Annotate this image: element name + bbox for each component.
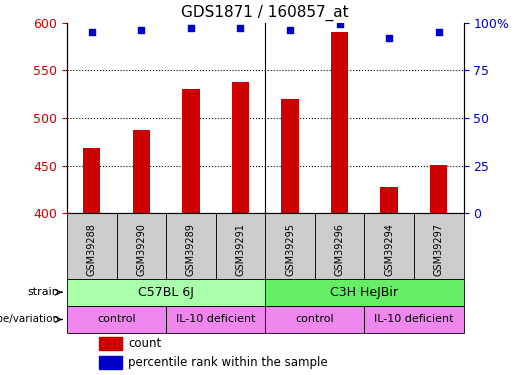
Text: strain: strain <box>27 287 59 297</box>
Text: count: count <box>128 337 162 350</box>
Bar <box>83 148 100 213</box>
Text: GSM39289: GSM39289 <box>186 223 196 276</box>
Bar <box>430 165 448 213</box>
Bar <box>133 130 150 213</box>
FancyBboxPatch shape <box>67 213 116 279</box>
Point <box>137 27 145 33</box>
Point <box>88 29 96 35</box>
Text: GSM39291: GSM39291 <box>235 223 246 276</box>
FancyBboxPatch shape <box>265 213 315 279</box>
FancyBboxPatch shape <box>315 213 365 279</box>
Text: C57BL 6J: C57BL 6J <box>138 286 194 299</box>
Bar <box>232 82 249 213</box>
Bar <box>331 32 348 213</box>
Point <box>385 35 393 41</box>
FancyBboxPatch shape <box>67 279 265 306</box>
Title: GDS1871 / 160857_at: GDS1871 / 160857_at <box>181 5 349 21</box>
Text: GSM39295: GSM39295 <box>285 223 295 276</box>
Text: control: control <box>97 315 136 324</box>
Point <box>286 27 294 33</box>
Bar <box>99 337 123 350</box>
Point <box>187 25 195 31</box>
FancyBboxPatch shape <box>365 306 464 333</box>
Text: GSM39296: GSM39296 <box>335 223 345 276</box>
Text: GSM39288: GSM39288 <box>87 223 97 276</box>
FancyBboxPatch shape <box>216 213 265 279</box>
Text: control: control <box>296 315 334 324</box>
Text: IL-10 deficient: IL-10 deficient <box>176 315 255 324</box>
Text: GSM39294: GSM39294 <box>384 223 394 276</box>
Text: GSM39290: GSM39290 <box>136 223 146 276</box>
Bar <box>281 99 299 213</box>
Text: genotype/variation: genotype/variation <box>0 315 59 324</box>
FancyBboxPatch shape <box>67 306 166 333</box>
FancyBboxPatch shape <box>166 213 216 279</box>
Text: percentile rank within the sample: percentile rank within the sample <box>128 356 328 369</box>
Point <box>435 29 443 35</box>
Text: IL-10 deficient: IL-10 deficient <box>374 315 454 324</box>
Point <box>236 25 245 31</box>
Bar <box>182 89 199 213</box>
FancyBboxPatch shape <box>116 213 166 279</box>
Text: GSM39297: GSM39297 <box>434 223 444 276</box>
Bar <box>99 356 123 369</box>
FancyBboxPatch shape <box>265 279 464 306</box>
Text: C3H HeJBir: C3H HeJBir <box>330 286 399 299</box>
FancyBboxPatch shape <box>166 306 265 333</box>
FancyBboxPatch shape <box>414 213 464 279</box>
Point <box>335 21 344 27</box>
FancyBboxPatch shape <box>265 306 365 333</box>
FancyBboxPatch shape <box>365 213 414 279</box>
Bar <box>381 188 398 213</box>
